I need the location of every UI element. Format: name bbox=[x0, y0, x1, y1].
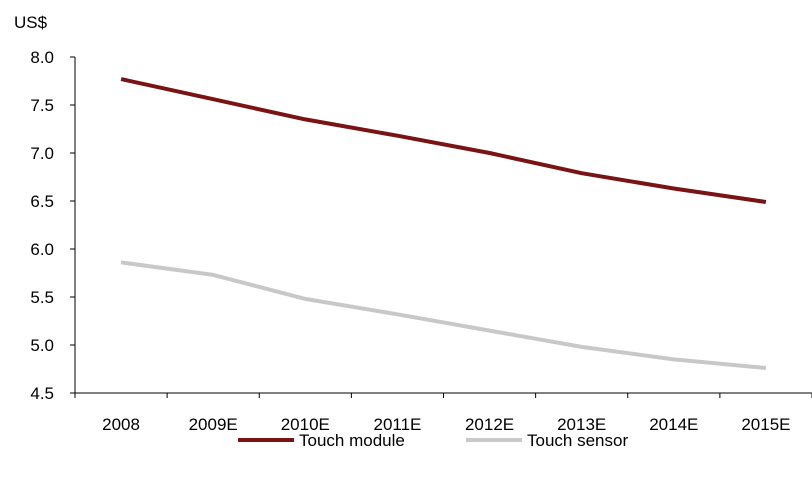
x-tick-label: 2011E bbox=[373, 415, 421, 434]
x-tick-label: 2013E bbox=[557, 415, 606, 434]
y-tick-label: 4.5 bbox=[30, 384, 54, 403]
x-tick-label: 2010E bbox=[281, 415, 330, 434]
x-tick-label: 2012E bbox=[465, 415, 514, 434]
y-tick-label: 7.0 bbox=[30, 144, 54, 163]
chart-legend: Touch module Touch sensor bbox=[238, 431, 628, 450]
y-axis-unit-label: US$ bbox=[14, 13, 48, 32]
y-tick-label: 8.0 bbox=[30, 48, 54, 67]
x-axis-ticks: 2008 2009E 2010E 2011E 2012E 2013E 2014E 2015E bbox=[74, 393, 812, 434]
y-axis-ticks: 4.5 5.0 5.5 6.0 6.5 7.0 7.5 8.0 bbox=[30, 48, 75, 403]
y-tick-label: 5.5 bbox=[30, 288, 54, 307]
legend-label: Touch module bbox=[299, 431, 405, 450]
x-tick-label: 2008 bbox=[102, 415, 140, 434]
y-tick-label: 7.5 bbox=[30, 96, 54, 115]
chart-series bbox=[120, 77, 767, 370]
series-line-touch-sensor bbox=[120, 260, 767, 370]
y-tick-label: 6.0 bbox=[30, 240, 54, 259]
x-tick-label: 2009E bbox=[189, 415, 238, 434]
x-tick-label: 2014E bbox=[649, 415, 698, 434]
chart-axes bbox=[74, 57, 812, 394]
y-tick-label: 5.0 bbox=[30, 336, 54, 355]
y-tick-label: 6.5 bbox=[30, 192, 54, 211]
x-tick-label: 2015E bbox=[741, 415, 790, 434]
series-line-touch-module bbox=[120, 77, 767, 204]
legend-label: Touch sensor bbox=[527, 431, 628, 450]
